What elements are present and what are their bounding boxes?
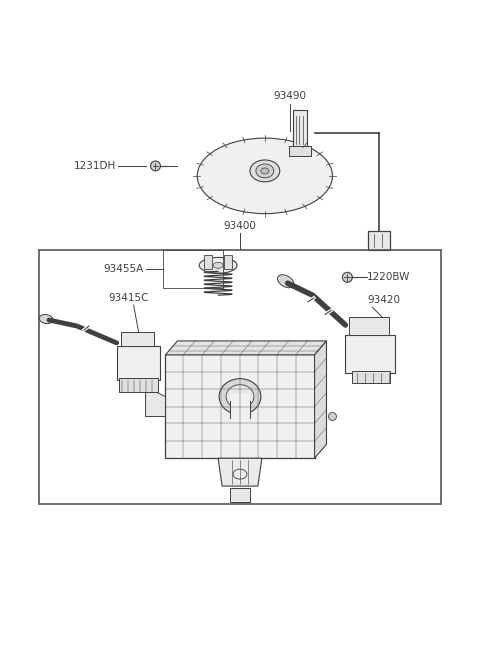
Bar <box>368 231 390 250</box>
Ellipse shape <box>39 314 53 324</box>
Circle shape <box>151 161 160 171</box>
Ellipse shape <box>197 138 333 214</box>
Bar <box>224 255 232 269</box>
Text: 1231DH: 1231DH <box>73 161 116 171</box>
Polygon shape <box>145 386 166 417</box>
Text: 1220BW: 1220BW <box>367 272 410 282</box>
Bar <box>117 346 160 380</box>
Ellipse shape <box>261 168 269 174</box>
Ellipse shape <box>199 257 237 273</box>
Ellipse shape <box>226 384 254 409</box>
Ellipse shape <box>219 379 261 415</box>
Bar <box>164 250 223 288</box>
Ellipse shape <box>256 164 274 178</box>
Text: 93455A: 93455A <box>103 265 144 274</box>
Bar <box>166 354 314 458</box>
Ellipse shape <box>277 274 294 288</box>
Polygon shape <box>218 458 262 486</box>
Bar <box>119 378 158 392</box>
Bar <box>346 335 395 373</box>
Bar <box>120 332 155 346</box>
Ellipse shape <box>213 263 223 269</box>
Text: 93420: 93420 <box>367 295 400 305</box>
Text: 93490: 93490 <box>273 91 306 102</box>
Bar <box>288 146 311 156</box>
Bar <box>230 392 250 419</box>
Polygon shape <box>166 341 326 355</box>
Circle shape <box>328 413 336 421</box>
Bar <box>204 255 212 269</box>
Text: 93400: 93400 <box>224 221 256 231</box>
Polygon shape <box>314 341 326 458</box>
Bar <box>349 317 389 335</box>
Text: 93415C: 93415C <box>108 293 149 303</box>
Bar <box>293 110 307 148</box>
Bar <box>352 371 390 383</box>
Ellipse shape <box>250 160 280 182</box>
Bar <box>39 250 441 504</box>
Bar <box>230 488 250 502</box>
Circle shape <box>342 272 352 282</box>
